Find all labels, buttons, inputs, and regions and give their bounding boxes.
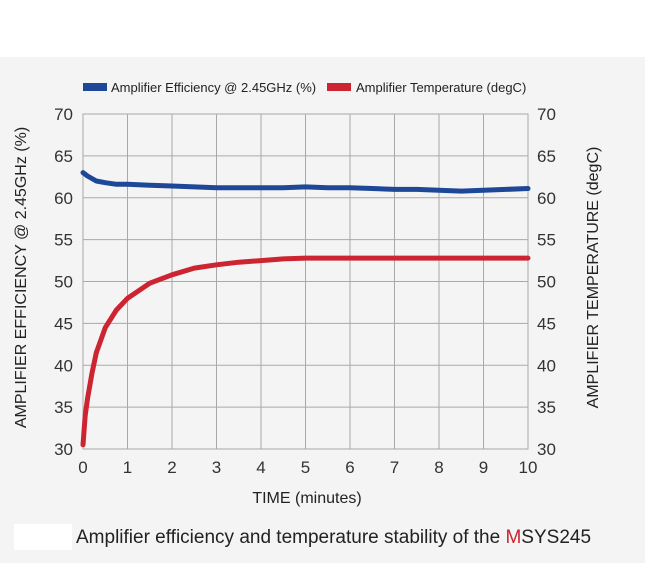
x-tick-label: 2 [167, 458, 176, 477]
y-right-tick-label: 45 [537, 314, 556, 333]
y-left-tick-label: 55 [54, 231, 73, 250]
y-right-tick-label: 65 [537, 147, 556, 166]
y-right-tick-label: 30 [537, 440, 556, 459]
x-tick-label: 10 [519, 458, 538, 477]
x-tick-label: 8 [434, 458, 443, 477]
x-tick-label: 6 [345, 458, 354, 477]
y-left-tick-label: 70 [54, 105, 73, 124]
x-tick-label: 1 [123, 458, 132, 477]
y-left-axis-title: AMPLIFIER EFFICIENCY @ 2.45GHz (%) [13, 127, 30, 428]
y-right-tick-label: 40 [537, 356, 556, 375]
legend-swatch-temperature [327, 83, 351, 91]
efficiency-series-line [80, 170, 531, 194]
y-right-axis-title: AMPLIFIER TEMPERATURE (degC) [585, 147, 602, 409]
y-left-tick-label: 50 [54, 273, 73, 292]
x-tick-label: 5 [301, 458, 310, 477]
caption-accent-letter: M [505, 527, 522, 548]
x-tick-label: 7 [390, 458, 399, 477]
y-left-tick-label: 30 [54, 440, 73, 459]
y-left-tick-label: 65 [54, 147, 73, 166]
y-right-tick-label: 55 [537, 231, 556, 250]
y-right-tick-label: 50 [537, 273, 556, 292]
y-right-tick-label: 60 [537, 189, 556, 208]
x-tick-label: 3 [212, 458, 221, 477]
legend-swatch-efficiency [83, 83, 107, 91]
y-right-tick-label: 70 [537, 105, 556, 124]
x-tick-label: 0 [78, 458, 87, 477]
caption-blank-box [14, 524, 72, 550]
y-left-tick-label: 60 [54, 189, 73, 208]
figure-caption: Amplifier efficiency and temperature sta… [76, 527, 591, 549]
y-left-tick-label: 45 [54, 314, 73, 333]
temperature-series-line [80, 255, 531, 448]
y-right-tick-label: 35 [537, 398, 556, 417]
legend-label-temperature: Amplifier Temperature (degC) [356, 80, 526, 95]
x-axis-title: TIME (minutes) [252, 490, 361, 507]
x-tick-label: 9 [479, 458, 488, 477]
y-left-tick-label: 35 [54, 398, 73, 417]
caption-suffix: SYS245 [521, 527, 592, 548]
y-left-tick-label: 40 [54, 356, 73, 375]
x-tick-label: 4 [256, 458, 265, 477]
legend-label-efficiency: Amplifier Efficiency @ 2.45GHz (%) [111, 80, 316, 95]
caption-prefix: Amplifier efficiency and temperature sta… [76, 527, 506, 548]
